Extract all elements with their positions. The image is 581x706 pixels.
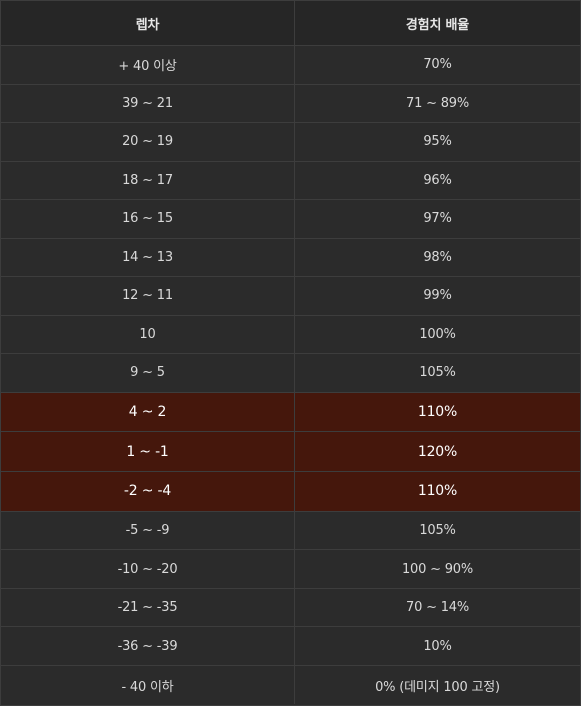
exp-rate-cell: 97% (423, 211, 452, 227)
level-diff-cell: 16 ~ 15 (1, 200, 295, 238)
level-diff-cell: -5 ~ -9 (1, 511, 295, 550)
exp-rate-cell: 105% (419, 523, 456, 539)
level-diff-cell: 1 ~ -1 (1, 432, 295, 472)
level-diff-cell: - 40 이하 (1, 665, 295, 705)
level-diff-cell: + 40 이상 (1, 46, 295, 84)
level-diff-cell: 12 ~ 11 (1, 277, 295, 315)
table-row: -2 ~ -4 110% (1, 472, 580, 512)
header-exp-rate: 경험치 배율 (405, 17, 470, 33)
exp-rate-cell: 100 ~ 90% (401, 561, 474, 577)
table-row: - 40 이하 0% (데미지 100 고정) (1, 665, 580, 705)
exp-rate-cell: 120% (417, 443, 458, 460)
table-row: 10 100% (1, 315, 580, 354)
exp-rate-cell: 0% (데미지 100 고정) (375, 679, 500, 695)
table-row: 14 ~ 13 98% (1, 238, 580, 277)
exp-rate-cell: 70 ~ 14% (406, 600, 469, 616)
level-diff-cell: -21 ~ -35 (1, 588, 295, 627)
level-diff-cell: 14 ~ 13 (1, 238, 295, 276)
table-row: 9 ~ 5 105% (1, 354, 580, 393)
level-diff-cell: 20 ~ 19 (1, 123, 295, 161)
table-row: + 40 이상 70% (1, 46, 580, 85)
table-body: + 40 이상 70% 39 ~ 21 71 ~ 89% 20 ~ 19 95% 18 ~ … (1, 46, 580, 705)
table-row: 4 ~ 2 110% (1, 392, 580, 433)
exp-rate-cell: 100% (419, 326, 456, 342)
level-diff-cell: 9 ~ 5 (1, 354, 295, 392)
exp-rate-cell: 71 ~ 89% (406, 95, 469, 111)
table-row: -5 ~ -9 105% (1, 511, 580, 551)
table-row: 1 ~ -1 120% (1, 432, 580, 473)
level-diff-cell: 10 (1, 315, 295, 353)
table-header-row: 렙차 경험치 배율 (1, 1, 580, 46)
table-row: 20 ~ 19 95% (1, 123, 580, 162)
level-diff-cell: 39 ~ 21 (1, 84, 295, 122)
exp-rate-cell: 95% (423, 134, 452, 150)
table-row: 12 ~ 11 99% (1, 277, 580, 316)
exp-rate-cell: 105% (419, 365, 456, 381)
level-diff-cell: -10 ~ -20 (1, 550, 295, 588)
table-row: 18 ~ 17 96% (1, 161, 580, 200)
exp-rate-cell: 98% (423, 249, 452, 265)
level-diff-cell: 4 ~ 2 (1, 392, 295, 432)
table-row: 39 ~ 21 71 ~ 89% (1, 84, 580, 123)
table-row: -10 ~ -20 100 ~ 90% (1, 550, 580, 589)
header-level-diff: 렙차 (1, 1, 295, 45)
exp-rate-cell: 96% (423, 172, 452, 188)
level-diff-cell: 18 ~ 17 (1, 161, 295, 199)
exp-rate-cell: 10% (423, 638, 452, 654)
level-diff-cell: -2 ~ -4 (1, 472, 295, 511)
level-diff-cell: -36 ~ -39 (1, 627, 295, 665)
table-row: 16 ~ 15 97% (1, 200, 580, 239)
table-row: -21 ~ -35 70 ~ 14% (1, 588, 580, 628)
exp-rate-cell: 70% (423, 57, 452, 73)
exp-rate-cell: 110% (417, 403, 458, 420)
exp-rate-cell: 110% (417, 483, 458, 500)
table-row: -36 ~ -39 10% (1, 627, 580, 666)
exp-rate-cell: 99% (423, 288, 452, 304)
